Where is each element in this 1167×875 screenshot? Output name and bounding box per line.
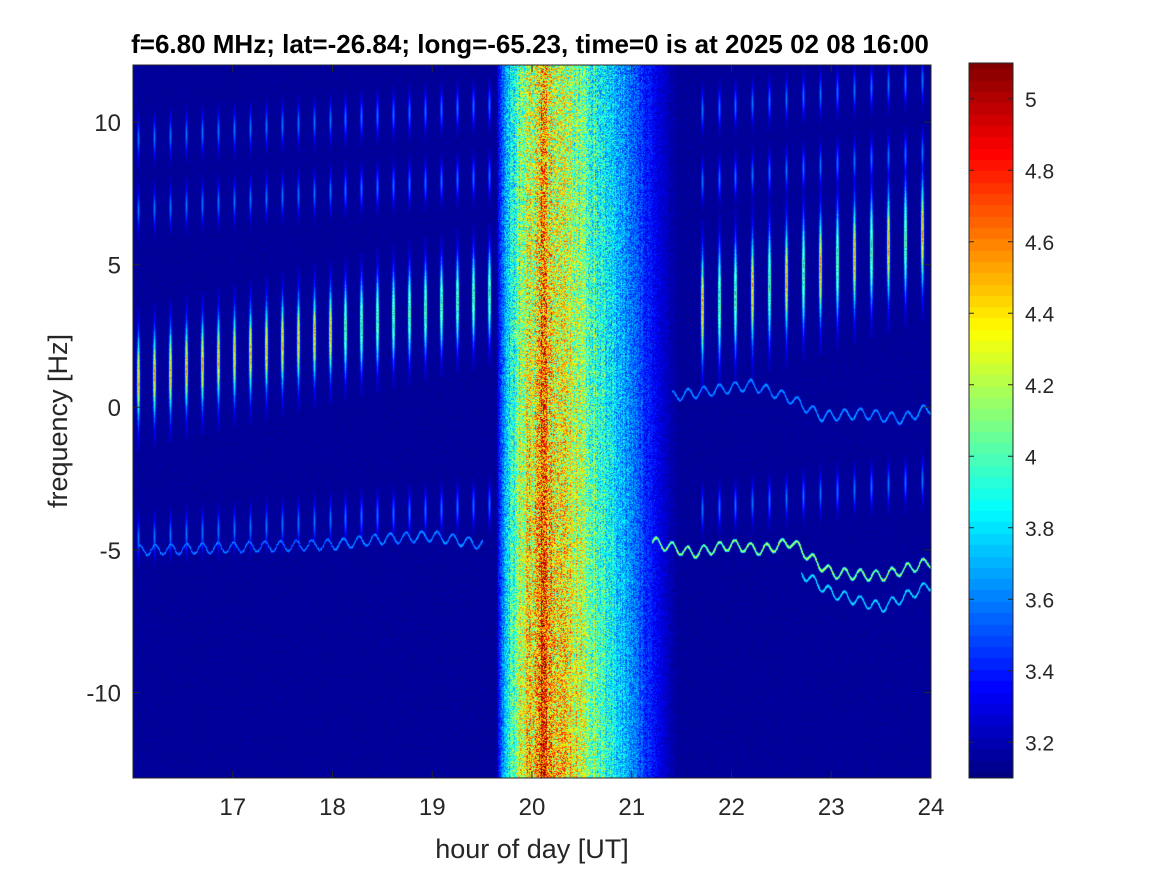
x-tick-label: 22 (718, 794, 745, 821)
colorbar-tick-label: 4 (1025, 446, 1037, 469)
x-axis: 17 18 19 20 21 22 23 24 (219, 65, 944, 821)
y-axis-title: frequency [Hz] (43, 334, 73, 508)
colorbar-ticks: 3.2 3.4 3.6 3.8 4 4.2 4.4 4.6 4.8 5 (969, 89, 1055, 755)
colorbar-gradient (969, 63, 1013, 778)
colorbar-tick-label: 4.8 (1025, 160, 1054, 183)
x-tick-label: 17 (219, 794, 246, 821)
y-tick-label: 5 (108, 253, 121, 280)
colorbar-tick-label: 3.6 (1025, 589, 1054, 612)
x-tick-label: 21 (618, 794, 645, 821)
x-tick-label: 19 (419, 794, 446, 821)
colorbar-tick-label: 4.6 (1025, 232, 1054, 255)
x-tick-label: 18 (319, 794, 346, 821)
colorbar-tick-label: 4.2 (1025, 375, 1054, 398)
x-axis-title: hour of day [UT] (435, 834, 629, 864)
colorbar-tick-label: 3.4 (1025, 661, 1055, 684)
colorbar-tick-label: 3.2 (1025, 732, 1054, 755)
spectrogram-heatmap (133, 65, 931, 778)
colorbar: 3.2 3.4 3.6 3.8 4 4.2 4.4 4.6 4.8 5 (968, 62, 1055, 779)
colorbar-tick-label: 5 (1025, 89, 1037, 112)
x-tick-label: 23 (818, 794, 845, 821)
y-tick-label: -10 (86, 680, 121, 707)
y-tick-label: 0 (108, 395, 121, 422)
y-tick-label: 10 (94, 110, 121, 137)
x-tick-label: 24 (918, 794, 945, 821)
colorbar-tick-label: 3.8 (1025, 518, 1054, 541)
plot-area (132, 64, 932, 779)
y-tick-label: -5 (100, 538, 121, 565)
y-axis: -10 -5 0 5 10 (86, 110, 931, 707)
colorbar-tick-label: 4.4 (1025, 303, 1055, 326)
x-tick-label: 20 (519, 794, 546, 821)
chart-title: f=6.80 MHz; lat=-26.84; long=-65.23, tim… (131, 29, 929, 59)
colorbar-frame (968, 62, 1014, 779)
